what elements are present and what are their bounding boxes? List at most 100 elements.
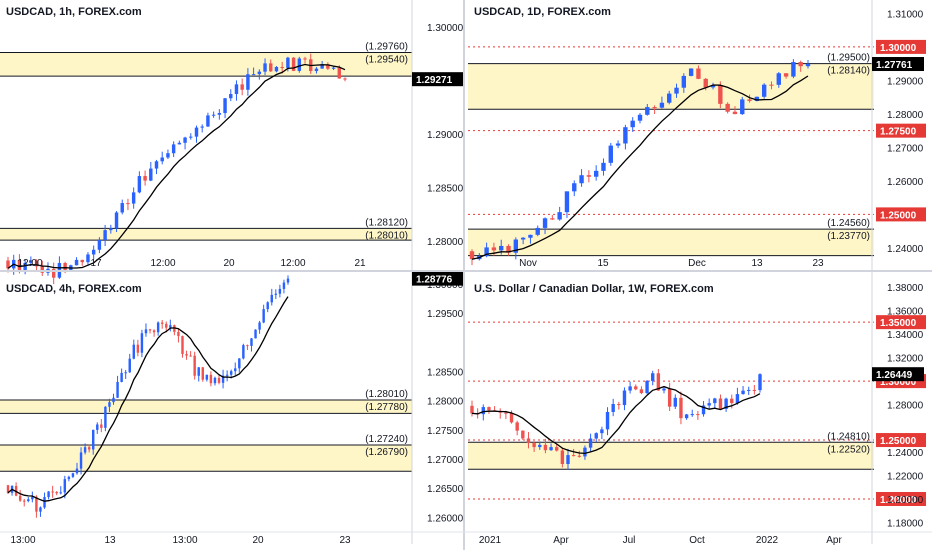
candle-body <box>6 260 10 269</box>
candle-body <box>59 492 62 494</box>
y-tick-label: 1.18000 <box>887 519 924 530</box>
candle-body <box>331 67 336 69</box>
candle-body <box>40 266 44 273</box>
candle-body <box>659 102 665 108</box>
zone-top-label: (1.27240) <box>365 434 408 445</box>
candle-body <box>51 268 56 278</box>
candle-body <box>615 143 621 146</box>
moving-average-line <box>471 75 809 260</box>
y-tick-label: 1.26500 <box>427 484 464 495</box>
candle-body <box>470 405 474 414</box>
candle-body <box>611 404 615 412</box>
candle-body <box>586 175 592 177</box>
candle-body <box>337 67 342 79</box>
y-tick-label: 1.27000 <box>427 455 464 466</box>
candle-body <box>506 245 511 253</box>
candle-body <box>166 153 170 158</box>
x-tick-label: 20 <box>223 258 235 269</box>
zone-top-label: (1.28010) <box>365 389 408 400</box>
candle-body <box>681 75 687 88</box>
last-price-value: 1.29271 <box>416 75 453 86</box>
candle-body <box>51 491 54 493</box>
candle-body <box>684 414 689 419</box>
red-level-value: 1.30000 <box>880 377 917 388</box>
candle-body <box>564 191 570 213</box>
zone-top-label: (1.29760) <box>365 42 408 53</box>
candle-body <box>242 345 245 359</box>
candle-body <box>100 424 103 428</box>
red-level-tag <box>876 433 926 448</box>
candle-body <box>206 115 210 127</box>
candle-body <box>557 212 562 220</box>
candle-body <box>550 218 555 220</box>
x-tick-label: 23 <box>812 258 824 269</box>
candle-body <box>673 397 677 407</box>
candle-body <box>91 249 96 255</box>
x-tick-label: 13 <box>751 258 763 269</box>
y-tick-label: 1.24000 <box>887 244 924 255</box>
candle-body <box>194 127 199 137</box>
candle-body <box>217 113 222 115</box>
candle-body <box>761 84 767 97</box>
candle-body <box>137 176 142 193</box>
candle-body <box>152 330 156 333</box>
candle-body <box>97 239 102 250</box>
candle-body <box>75 468 79 474</box>
x-tick-label: 12:00 <box>150 258 175 269</box>
candle-body <box>96 424 99 430</box>
candle-body <box>645 380 649 394</box>
candle-body <box>280 67 284 69</box>
candle-body <box>109 228 113 231</box>
zone-bottom-label: (1.28010) <box>365 230 408 241</box>
zone-bottom-label: (1.28140) <box>827 66 870 77</box>
candle-body <box>63 479 67 493</box>
candle-body <box>223 98 227 114</box>
candle-body <box>798 62 803 67</box>
y-tick-label: 1.28000 <box>887 401 924 412</box>
candle-body <box>605 411 610 430</box>
candle-body <box>696 68 701 79</box>
y-tick-label: 1.31000 <box>887 9 924 20</box>
candle-body <box>286 278 290 283</box>
candle-body <box>707 403 711 406</box>
candle-body <box>63 263 67 271</box>
candle-body <box>805 64 811 67</box>
candle-body <box>67 476 71 480</box>
candle-body <box>234 368 237 372</box>
candle-body <box>688 68 694 76</box>
candle-body <box>741 390 745 395</box>
candle-body <box>593 170 599 177</box>
zone-fill <box>468 229 874 256</box>
red-level-tag <box>876 39 926 54</box>
zone-top-label: (1.24810) <box>827 431 870 442</box>
candle-body <box>193 355 196 376</box>
x-tick-label: 13:00 <box>10 535 35 546</box>
chart-title: USDCAD, 4h, FOREX.com <box>6 283 142 295</box>
candle-body <box>169 325 172 328</box>
candle-body <box>251 74 256 76</box>
candle-body <box>543 444 548 451</box>
candle-body <box>274 293 278 295</box>
candle-body <box>250 338 253 346</box>
candle-body <box>623 127 628 144</box>
x-tick-label: 12:00 <box>280 258 305 269</box>
candle-body <box>718 398 723 409</box>
candle-body <box>286 57 290 68</box>
last-price-tag <box>872 57 924 72</box>
candle-body <box>136 344 140 353</box>
x-tick-label: 2022 <box>756 535 779 546</box>
candle-body <box>526 438 531 444</box>
candle-body <box>679 397 683 419</box>
candle-body <box>630 120 635 128</box>
candle-body <box>634 386 638 390</box>
candle-body <box>6 485 10 493</box>
candle-body <box>104 406 107 428</box>
zone-bottom-label: (1.27780) <box>365 402 408 413</box>
y-tick-label: 1.22000 <box>887 471 924 482</box>
candle-body <box>538 444 542 448</box>
candle-body <box>656 373 661 391</box>
x-tick-label: 15 <box>597 258 609 269</box>
candle-body <box>617 404 621 406</box>
candle-body <box>535 227 540 235</box>
